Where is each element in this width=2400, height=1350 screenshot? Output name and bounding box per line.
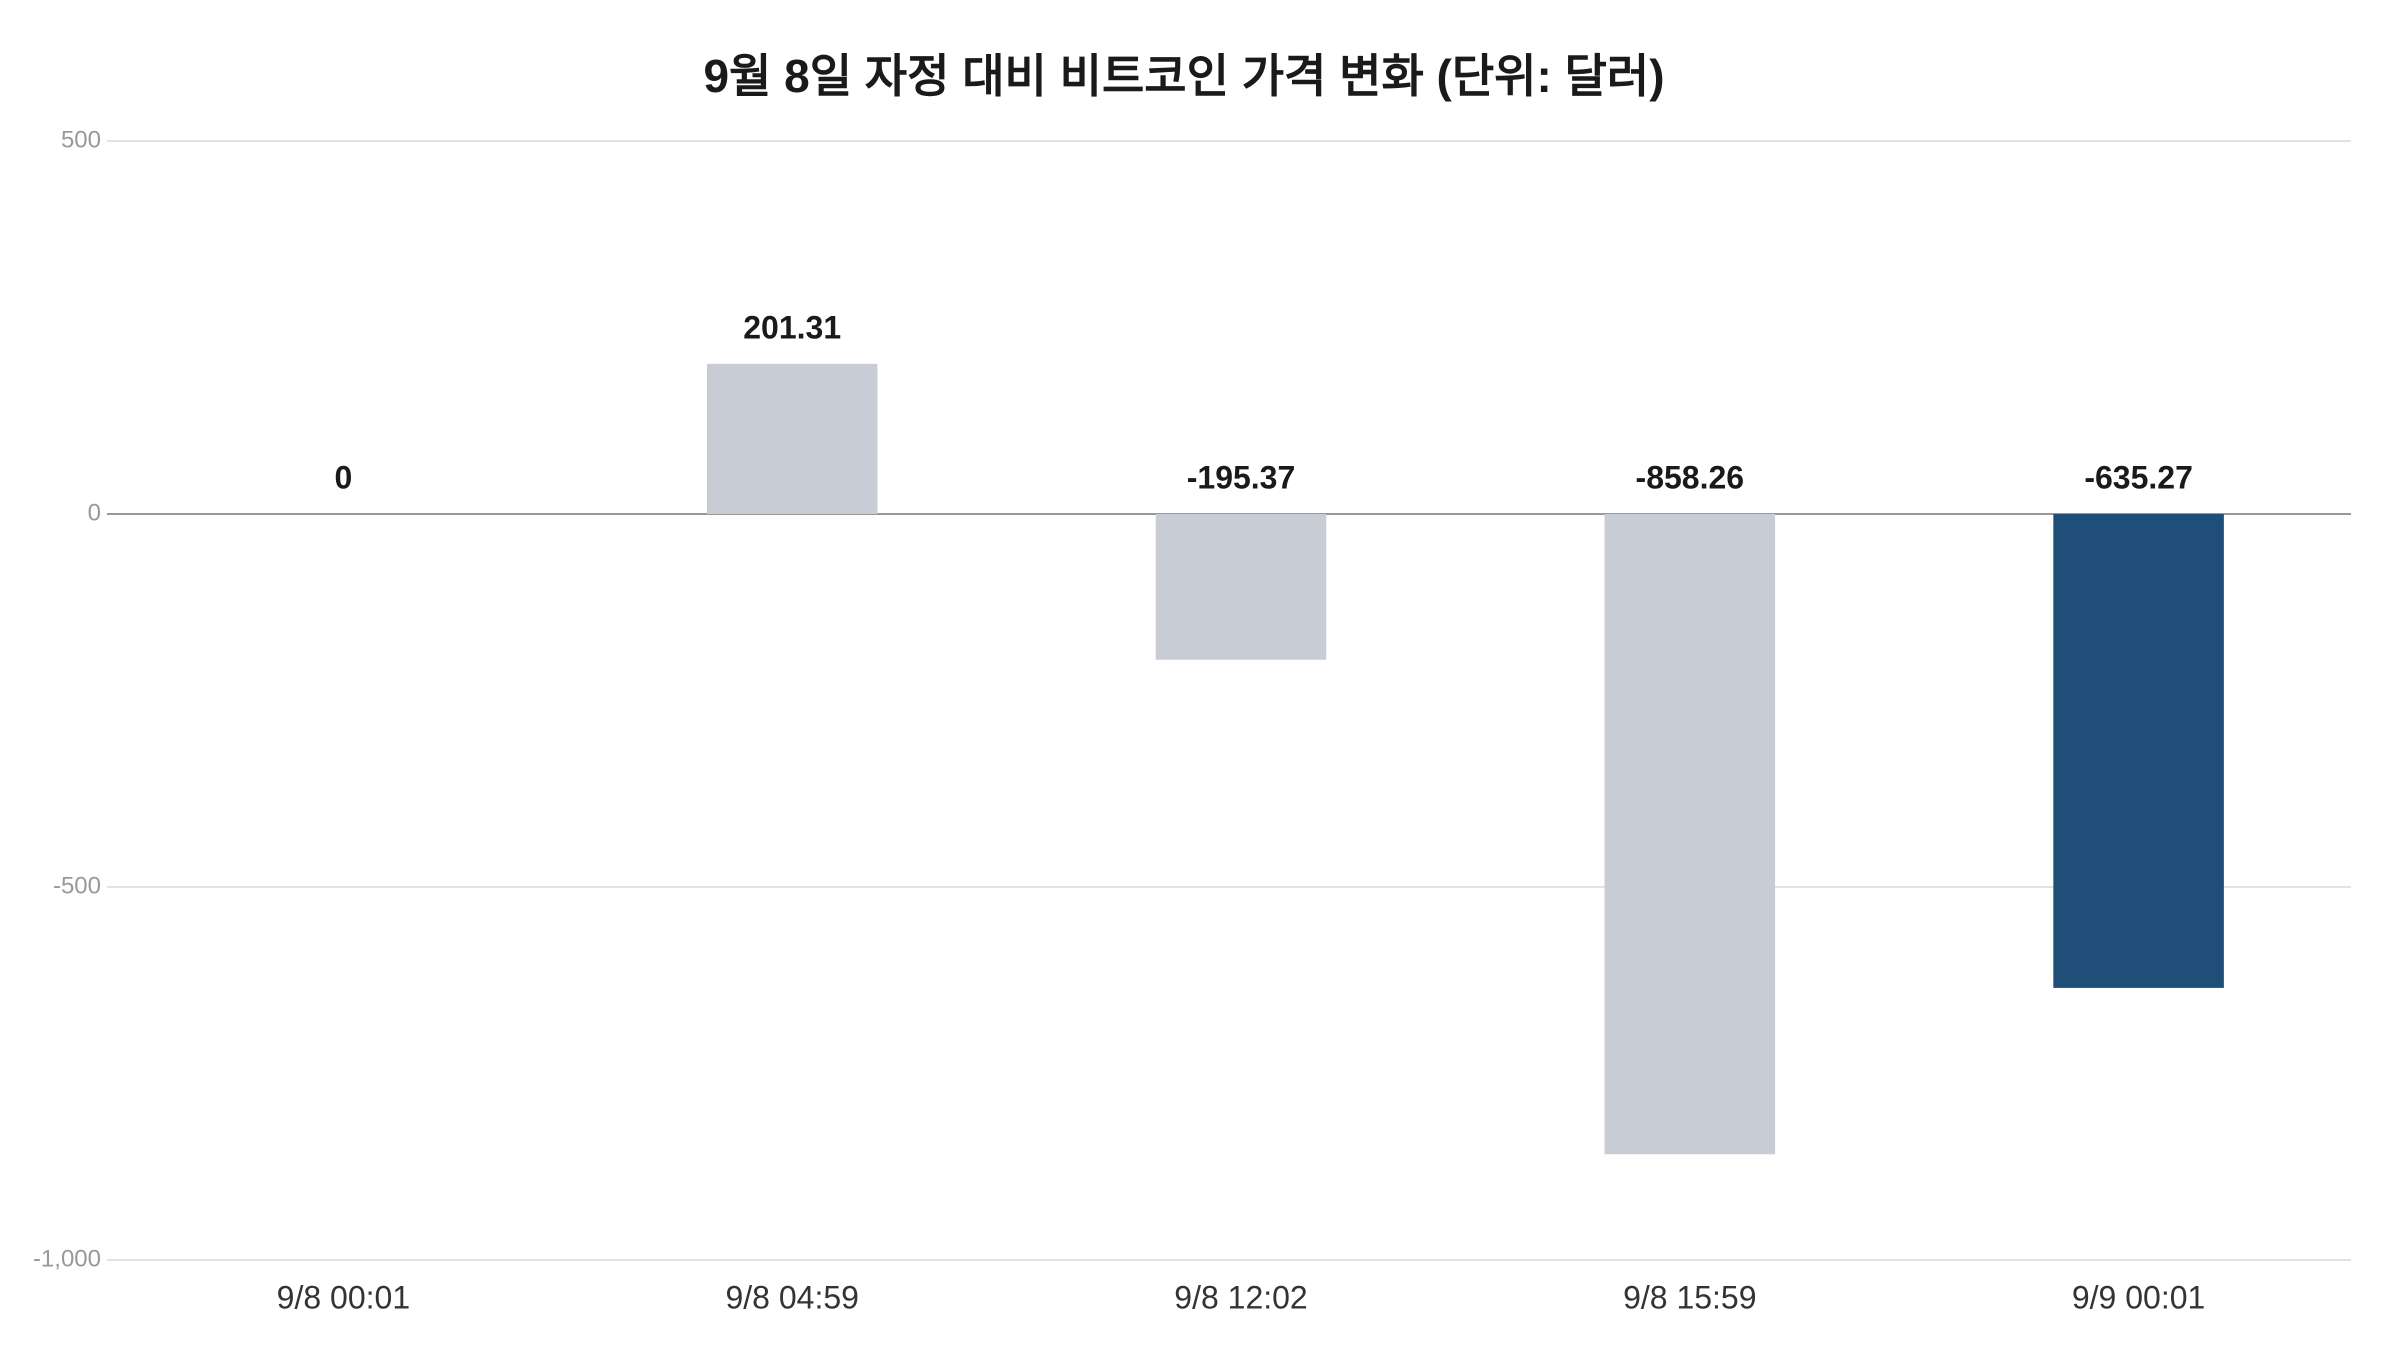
value-label: 0 — [335, 459, 353, 495]
x-tick-label: 9/8 15:59 — [1623, 1279, 1756, 1315]
bar — [706, 363, 878, 514]
x-tick-label: 9/9 00:01 — [2072, 1279, 2205, 1315]
x-tick-label: 9/8 04:59 — [725, 1279, 858, 1315]
y-tick-label: 0 — [88, 499, 101, 526]
y-tick-label: -1,000 — [33, 1245, 101, 1272]
value-label: -195.37 — [1187, 459, 1296, 495]
bar — [1155, 514, 1327, 660]
y-tick-label: -500 — [53, 872, 101, 899]
y-tick-label: 500 — [61, 126, 101, 153]
bar — [1604, 514, 1776, 1155]
bar — [2053, 514, 2224, 988]
chart-title: 9월 8일 자정 대비 비트코인 가격 변화 (단위: 달러) — [703, 50, 1664, 102]
value-label: -858.26 — [1636, 459, 1745, 495]
value-label: -635.27 — [2084, 459, 2193, 495]
x-tick-label: 9/8 00:01 — [277, 1279, 410, 1315]
value-label: 201.31 — [743, 309, 841, 345]
x-tick-label: 9/8 12:02 — [1174, 1279, 1307, 1315]
